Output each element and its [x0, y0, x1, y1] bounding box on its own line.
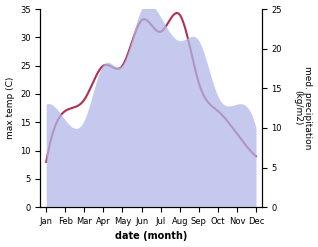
Y-axis label: max temp (C): max temp (C) — [5, 77, 15, 139]
X-axis label: date (month): date (month) — [115, 231, 187, 242]
Y-axis label: med. precipitation
(kg/m2): med. precipitation (kg/m2) — [293, 66, 313, 150]
